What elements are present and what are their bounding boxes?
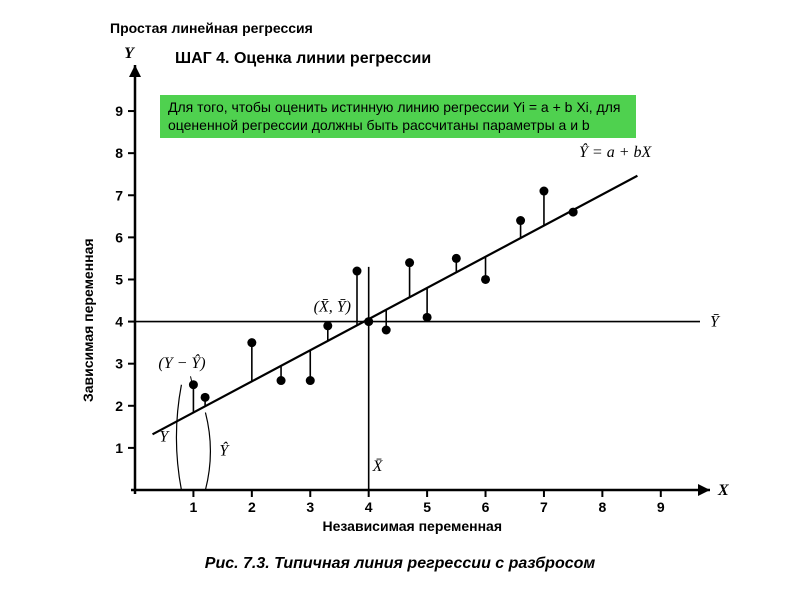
svg-text:9: 9 (115, 103, 123, 119)
svg-text:1: 1 (115, 440, 123, 456)
svg-text:Y: Y (159, 428, 170, 445)
y-axis-label: Зависимая переменная (80, 238, 96, 402)
svg-text:2: 2 (115, 398, 123, 414)
x-axis-label: Независимая переменная (323, 518, 502, 534)
svg-text:8: 8 (115, 145, 123, 161)
svg-text:2: 2 (248, 499, 256, 515)
svg-text:1: 1 (190, 499, 198, 515)
svg-text:X: X (717, 482, 729, 499)
svg-text:Ȳ: Ȳ (710, 314, 721, 331)
svg-text:3: 3 (306, 499, 314, 515)
svg-text:9: 9 (657, 499, 665, 515)
svg-text:X̄: X̄ (372, 458, 384, 475)
svg-text:Y: Y (124, 45, 135, 62)
svg-text:Ŷ = a + bX: Ŷ = a + bX (579, 142, 652, 161)
svg-text:5: 5 (115, 271, 123, 287)
regression-chart: X Y 1 2 3 4 5 6 7 8 9 1 2 3 4 5 6 7 8 9 Ȳ X̄ Ŷ = a + bX (X̄, Ȳ)… (0, 0, 800, 600)
svg-text:8: 8 (598, 499, 606, 515)
svg-text:Ŷ: Ŷ (219, 440, 230, 459)
svg-text:4: 4 (365, 499, 373, 515)
svg-text:(X̄, Ȳ): (X̄, Ȳ) (314, 299, 351, 316)
svg-text:4: 4 (115, 314, 123, 330)
svg-text:6: 6 (482, 499, 490, 515)
svg-text:7: 7 (540, 499, 548, 515)
svg-text:7: 7 (115, 187, 123, 203)
figure-caption: Рис. 7.3. Типичная линия регрессии с раз… (0, 555, 800, 573)
svg-text:3: 3 (115, 356, 123, 372)
svg-text:5: 5 (423, 499, 431, 515)
svg-text:6: 6 (115, 229, 123, 245)
svg-text:(Y − Ŷ): (Y − Ŷ) (158, 353, 205, 372)
